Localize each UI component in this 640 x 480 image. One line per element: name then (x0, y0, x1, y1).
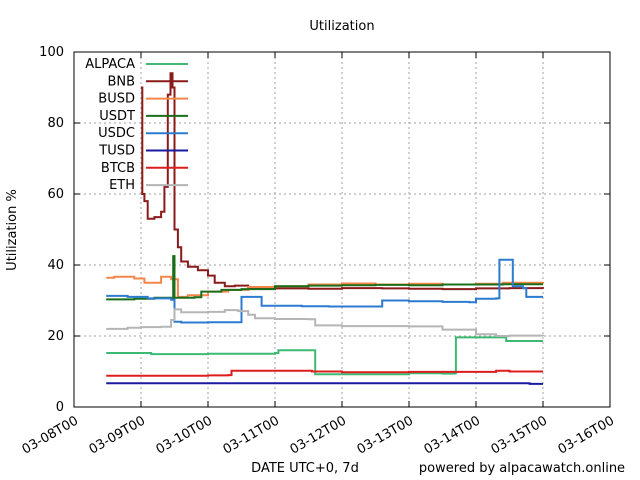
series-line-usdc (106, 258, 543, 324)
x-tick-label: 03-14T00 (422, 413, 483, 457)
y-tick-label: 0 (56, 400, 64, 415)
legend-label: BUSD (98, 92, 135, 107)
series-line-btcb (106, 369, 543, 377)
y-axis-label: Utilization % (5, 189, 20, 271)
y-tick-label: 100 (39, 45, 64, 60)
y-tick-label: 20 (47, 329, 64, 344)
chart-title: Utilization (309, 19, 374, 34)
footer-credit: powered by alpacawatch.online (419, 461, 625, 476)
x-tick-label: 03-13T00 (355, 413, 416, 457)
series-line-bnb (141, 72, 544, 291)
y-tick-label: 80 (47, 116, 64, 131)
legend-label: USDT (99, 109, 135, 124)
legend-label: USDC (98, 126, 135, 141)
legend-label: BNB (107, 74, 135, 89)
legend-label: ALPACA (85, 57, 135, 72)
series-line-eth (106, 308, 544, 337)
series-line-tusd (106, 382, 543, 385)
y-tick-label: 60 (47, 187, 64, 202)
x-tick-label: 03-12T00 (288, 413, 349, 457)
series-layer (106, 72, 544, 385)
x-tick-label: 03-11T00 (221, 413, 282, 457)
legend-label: BTCB (101, 161, 135, 176)
legend-label: ETH (109, 178, 135, 193)
legend: ALPACA BNB BUSD USDT USDC TUSD BTCB ETH (85, 57, 188, 193)
series-line-busd (106, 275, 544, 298)
y-axis: 0 20 40 60 80 100 (39, 45, 610, 415)
x-tick-label: 03-15T00 (489, 413, 550, 457)
legend-label: TUSD (98, 144, 135, 159)
x-axis-label: DATE UTC+0, 7d (251, 461, 359, 476)
series-line-alpaca (106, 336, 543, 376)
y-tick-label: 40 (47, 258, 64, 273)
x-tick-label: 03-08T00 (20, 413, 81, 457)
x-tick-label: 03-10T00 (154, 413, 215, 457)
x-tick-label: 03-16T00 (556, 413, 617, 457)
x-tick-label: 03-09T00 (87, 413, 148, 457)
